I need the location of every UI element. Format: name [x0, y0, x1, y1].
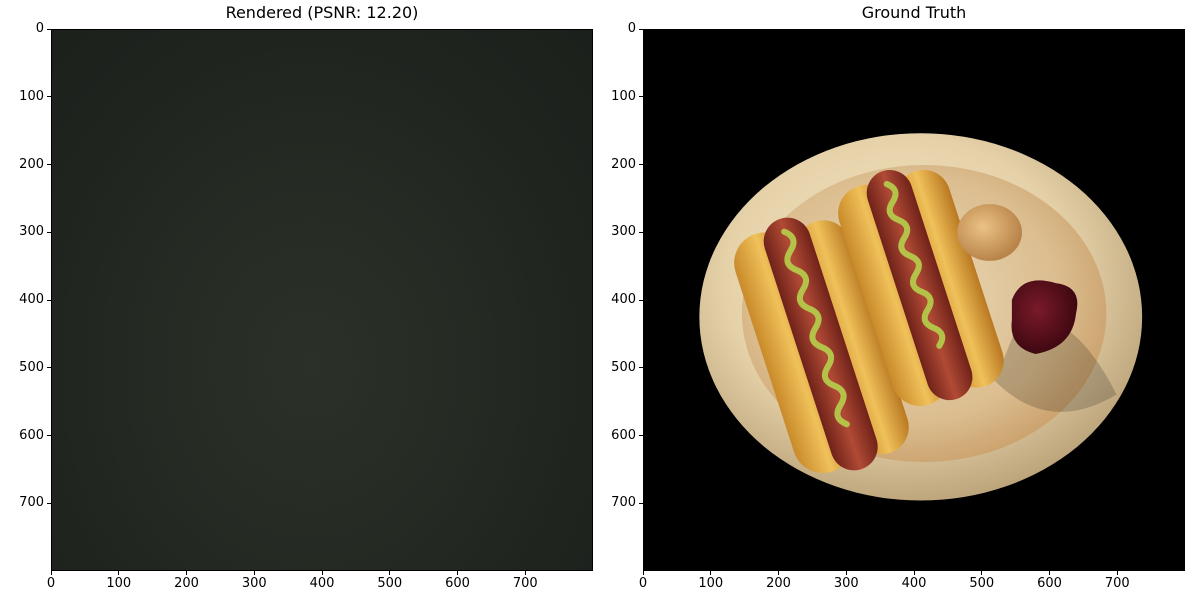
x-tick-mark [845, 571, 847, 575]
y-tick-mark [47, 299, 51, 301]
y-tick-label: 400 [19, 292, 44, 307]
x-tick-label: 0 [638, 576, 648, 591]
y-tick-mark [47, 96, 51, 98]
x-tick-mark [50, 571, 52, 575]
ground-truth-image-panel [643, 29, 1185, 571]
y-tick-mark [47, 28, 51, 30]
x-tick-label: 400 [901, 576, 927, 591]
x-tick-mark [253, 571, 255, 575]
x-tick-mark [457, 571, 458, 575]
y-tick-label: 300 [19, 224, 44, 240]
x-tick-label: 300 [241, 576, 267, 591]
y-tick-label: 700 [19, 495, 44, 511]
y-tick-label: 500 [19, 359, 44, 375]
y-tick-mark [639, 231, 643, 233]
y-tick-label: 600 [19, 427, 44, 443]
y-tick-mark [47, 367, 51, 369]
x-tick-label: 500 [377, 576, 403, 591]
y-tick-label: 200 [19, 156, 44, 172]
y-tick-mark [639, 299, 643, 301]
y-tick-mark [47, 164, 51, 165]
y-tick-label: 700 [611, 495, 636, 511]
ketchup-puddle [1011, 280, 1078, 354]
y-tick-mark [47, 435, 51, 436]
x-tick-mark [389, 571, 391, 575]
x-tick-label: 600 [445, 576, 470, 591]
x-tick-mark [186, 571, 187, 575]
y-tick-label: 100 [19, 88, 44, 104]
mustard-sauce-dollop [957, 204, 1022, 261]
x-tick-mark [710, 571, 712, 575]
y-tick-mark [47, 231, 51, 233]
x-tick-label: 400 [309, 576, 335, 591]
x-tick-label: 100 [106, 576, 132, 591]
rendered-image [52, 30, 592, 570]
x-tick-label: 500 [969, 576, 995, 591]
y-tick-mark [639, 28, 643, 30]
y-tick-label: 0 [35, 21, 44, 36]
x-tick-label: 0 [46, 576, 56, 591]
y-tick-label: 200 [611, 156, 636, 172]
x-tick-mark [118, 571, 120, 575]
y-tick-mark [639, 164, 643, 165]
x-tick-mark [524, 571, 526, 575]
y-tick-label: 100 [611, 88, 636, 104]
hot-dog-right [838, 169, 1004, 406]
ground-truth-panel-title: Ground Truth [861, 3, 967, 22]
y-tick-label: 300 [611, 224, 636, 240]
x-tick-mark [642, 571, 644, 575]
rendered-image-panel [51, 29, 593, 571]
x-tick-label: 600 [1037, 576, 1062, 591]
y-tick-label: 0 [627, 21, 636, 36]
x-tick-label: 200 [766, 576, 791, 591]
x-tick-label: 100 [698, 576, 724, 591]
y-tick-mark [639, 435, 643, 436]
hot-dog-left [734, 217, 909, 474]
x-tick-mark [1116, 571, 1118, 575]
y-tick-label: 600 [611, 427, 636, 443]
x-tick-mark [981, 571, 983, 575]
x-tick-label: 700 [1104, 576, 1130, 591]
y-tick-label: 500 [611, 359, 636, 375]
y-tick-mark [639, 367, 643, 369]
y-tick-mark [47, 502, 51, 504]
ground-truth-image [699, 133, 1143, 501]
x-tick-label: 300 [833, 576, 859, 591]
x-tick-label: 700 [512, 576, 538, 591]
y-tick-label: 400 [611, 292, 636, 307]
x-tick-mark [321, 571, 323, 575]
x-tick-mark [913, 571, 915, 575]
x-tick-label: 200 [174, 576, 199, 591]
rendered-panel-title: Rendered (PSNR: 12.20) [225, 3, 419, 22]
y-tick-mark [639, 502, 643, 504]
x-tick-mark [778, 571, 779, 575]
x-tick-mark [1049, 571, 1050, 575]
y-tick-mark [639, 96, 643, 98]
